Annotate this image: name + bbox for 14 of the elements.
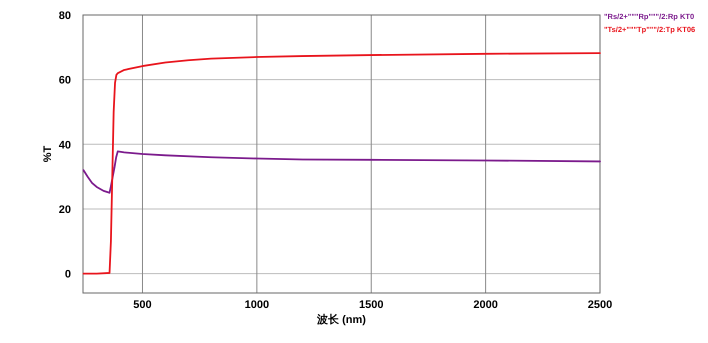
line-series bbox=[82, 52, 601, 275]
x-tick-label: 500 bbox=[133, 299, 152, 311]
x-tick-label: 1000 bbox=[244, 299, 270, 311]
y-tick-label: 60 bbox=[58, 74, 71, 87]
x-tick-label: 1500 bbox=[358, 299, 384, 311]
y-tick-label: 80 bbox=[58, 10, 71, 22]
line-series bbox=[82, 150, 601, 194]
x-axis-title: 波长 (nm) bbox=[316, 313, 366, 326]
x-tick-label: 2000 bbox=[473, 299, 498, 311]
x-tick-label: 2500 bbox=[588, 299, 612, 311]
y-axis-title: %T bbox=[42, 145, 54, 162]
y-tick-label: 20 bbox=[58, 204, 71, 216]
y-tick-label: 40 bbox=[58, 139, 71, 152]
y-tick-label: 0 bbox=[64, 268, 71, 281]
